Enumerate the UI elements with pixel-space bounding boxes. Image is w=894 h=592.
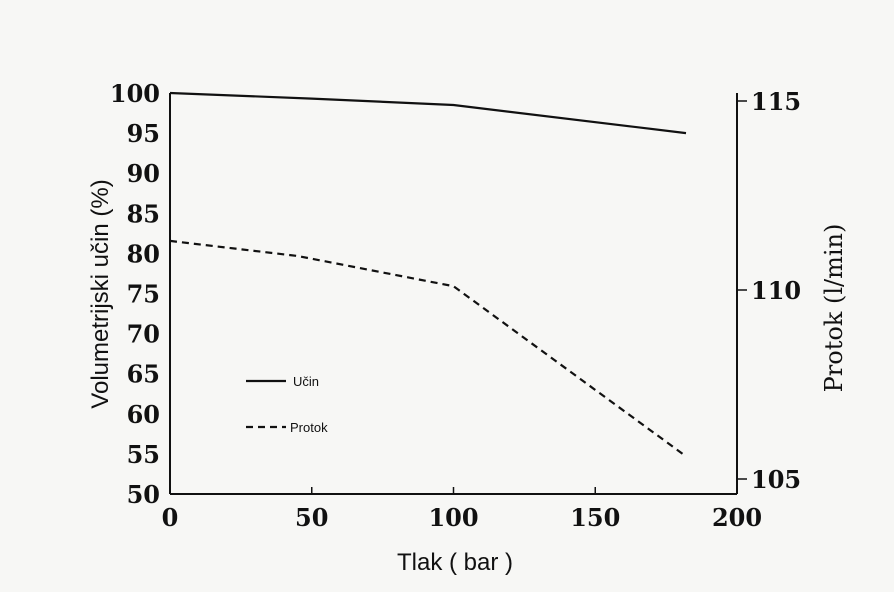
y-right-tick-label: 110	[751, 276, 801, 305]
y-left-ticks: 50 55 60 65 70 75 80 85 90 95 100	[110, 79, 160, 509]
y-left-tick-label: 90	[127, 159, 160, 188]
y-left-tick-label: 95	[127, 119, 160, 148]
y-left-tick-label: 60	[127, 400, 160, 429]
y-left-axis-title: Volumetrijski učin (%)	[87, 179, 114, 408]
y-left-tick-label: 80	[127, 239, 160, 268]
x-tick-label: 0	[162, 503, 179, 532]
y-left-tick-label: 65	[127, 360, 160, 389]
y-left-tick-label: 70	[127, 320, 160, 349]
series-layer	[169, 91, 687, 458]
y-left-tick-label: 85	[127, 199, 160, 228]
y-right-tick-label: 115	[751, 87, 801, 116]
y-left-tick-label: 55	[127, 440, 160, 469]
y-left-tick-label: 50	[127, 480, 160, 509]
legend-label-ucin: Učin	[293, 374, 319, 389]
x-axis-title: Tlak ( bar )	[397, 549, 513, 576]
series-line-u-in	[169, 91, 687, 135]
x-tick-label: 50	[295, 503, 328, 532]
y-left-tick-label: 75	[127, 280, 160, 309]
legend-label-protok: Protok	[290, 420, 328, 435]
x-tick-label: 150	[570, 503, 620, 532]
y-right-ticks: 105 110 115	[737, 87, 801, 494]
legend: Učin Protok	[246, 374, 328, 435]
series-line-protok	[169, 239, 687, 458]
x-ticks: 0 50 100 150 200	[162, 487, 762, 532]
x-tick-label: 200	[712, 503, 762, 532]
x-tick-label: 100	[428, 503, 478, 532]
y-right-axis-title: Protok (l/min)	[820, 224, 848, 393]
y-right-tick-label: 105	[751, 465, 801, 494]
axes	[169, 93, 738, 495]
y-left-tick-label: 100	[110, 79, 160, 108]
